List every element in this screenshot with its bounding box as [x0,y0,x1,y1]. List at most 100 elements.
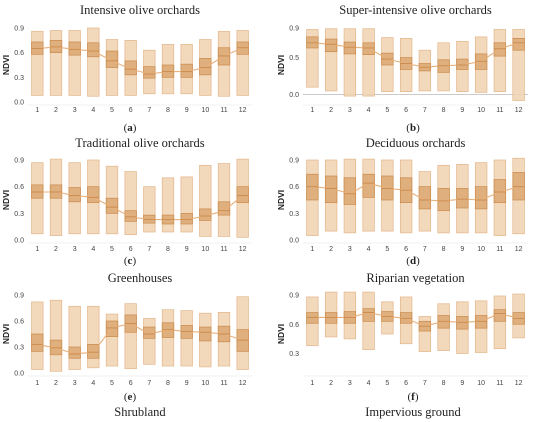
x-tick-label: 10 [477,107,485,114]
iqr-box [87,42,100,58]
y-tick-label: 0.0 [289,238,299,245]
iqr-box [68,346,81,359]
y-tick-label: 0.0 [14,100,24,107]
x-tick-label: 7 [423,380,427,387]
range-box [68,305,81,370]
y-axis-label: NDVI [1,55,11,75]
iqr-box [199,58,212,76]
range-box [31,30,44,96]
y-tick-label: 0.6 [289,184,299,191]
range-box [105,313,119,367]
x-tick-label: 4 [367,107,371,114]
median-line [37,191,244,221]
x-tick-label: 5 [110,107,114,114]
y-tick-label: 0.9 [14,158,24,165]
x-tick-label: 7 [147,380,151,387]
median-line [37,46,243,75]
x-tick-label: 8 [166,246,170,253]
iqr-box [362,308,375,322]
x-tick-label: 6 [404,107,408,114]
x-tick-label: 6 [404,246,408,253]
panel-label: (e) [124,391,137,403]
median-line [312,312,519,327]
x-tick-label: 12 [239,380,247,387]
y-axis-label: NDVI [276,55,286,75]
y-tick-label: 0.3 [14,345,24,352]
x-tick-label: 3 [348,246,352,253]
y-tick-label: 0.0 [14,238,24,245]
x-tick-label: 2 [54,107,58,114]
x-tick-label: 5 [385,246,389,253]
iqr-box [343,41,357,55]
range-box [143,186,156,233]
iqr-box [362,173,375,198]
x-tick-label: 12 [515,380,523,387]
x-tick-label: 12 [239,246,247,253]
range-box [236,30,249,96]
panel-title: Super-intensive olive orchards [339,3,492,17]
x-tick-label: 9 [185,107,189,114]
y-tick-label: 0.3 [289,351,299,358]
x-tick-label: 4 [367,380,371,387]
range-box [161,177,175,233]
panel-label: (c) [124,255,137,267]
x-tick-label: 11 [496,380,503,387]
range-box [87,305,100,369]
x-tick-label: 11 [496,107,503,114]
x-tick-label: 6 [129,380,133,387]
panel-b: Super-intensive olive orchards NDVI 0.9 0.5… [276,3,528,134]
iqr-box [87,186,100,204]
range-box [49,30,63,96]
x-tick-label: 10 [201,380,209,387]
iqr-box [105,50,119,68]
x-tick-label: 1 [310,246,314,253]
range-box [493,295,507,349]
panel-label: (d) [406,255,420,267]
x-tick-label: 1 [35,107,39,114]
x-tick-label: 8 [166,107,170,114]
x-tick-label: 8 [442,380,446,387]
range-box [87,27,100,97]
x-tick-label: 5 [110,380,114,387]
x-tick-label: 3 [348,380,352,387]
next-panel-title: Shrubland [114,405,166,419]
x-tick-label: 3 [73,380,77,387]
x-tick-label: 7 [147,107,151,114]
range-box [306,29,319,88]
iqr-box [236,186,249,204]
range-box [124,303,137,370]
iqr-box [437,188,450,212]
range-box [199,164,212,237]
x-tick-label: 6 [404,380,408,387]
iqr-box [217,201,231,216]
x-tick-label: 2 [54,246,58,253]
range-box [49,299,63,372]
panel-label: (f) [407,391,418,403]
x-tick-label: 9 [185,380,189,387]
x-tick-label: 10 [477,246,485,253]
range-box [161,309,175,367]
x-tick-label: 7 [423,246,427,253]
x-tick-label: 11 [220,380,227,387]
iqr-box [124,210,137,222]
range-box [143,318,156,365]
x-tick-label: 5 [110,246,114,253]
y-tick-label: 0.9 [289,158,299,165]
median-line [312,182,519,202]
x-tick-label: 10 [477,380,485,387]
x-tick-label: 2 [329,107,333,114]
x-tick-label: 2 [329,246,333,253]
iqr-box [456,188,469,209]
range-box [362,28,375,97]
x-tick-label: 7 [147,246,151,253]
x-tick-label: 1 [310,107,314,114]
next-panel-title: Impervious ground [365,405,461,419]
iqr-box [199,326,212,342]
range-box [68,30,81,96]
x-tick-label: 2 [329,380,333,387]
iqr-box [362,42,375,55]
y-tick-label: 0.3 [14,75,24,82]
